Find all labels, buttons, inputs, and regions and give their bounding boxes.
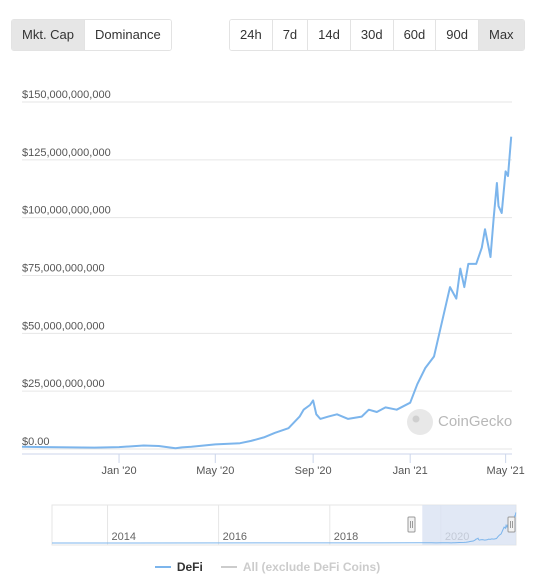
x-tick-label: May '21: [487, 465, 525, 477]
coingecko-logo-icon: [407, 409, 433, 435]
y-axis-labels: $0.00 $25,000,000,000 $50,000,000,000 $75,0…: [22, 89, 111, 448]
y-tick-label: $75,000,000,000: [22, 263, 105, 275]
navigator: 2014201620182020: [51, 504, 517, 546]
navigator-tick-label: 2016: [223, 531, 247, 543]
navigator-tick-label: 2018: [334, 531, 358, 543]
y-tick-label: $50,000,000,000: [22, 320, 105, 332]
navigator-left-handle[interactable]: [407, 516, 416, 533]
y-tick-label: $25,000,000,000: [22, 378, 105, 390]
legend-label-all: All (exclude DeFi Coins): [242, 560, 381, 574]
x-axis: Jan '20 May '20 Sep '20 Jan '21 May '21: [22, 453, 525, 477]
watermark-text: CoinGecko: [438, 413, 512, 430]
range-button-24h[interactable]: 24h: [230, 20, 273, 50]
view-toggle-group: Mkt. Cap Dominance: [11, 19, 172, 51]
x-tick-label: Sep '20: [295, 465, 332, 477]
legend-swatch-all: [220, 566, 237, 568]
legend-item-all-exclude-defi[interactable]: All (exclude DeFi Coins): [220, 560, 381, 574]
y-tick-label: $125,000,000,000: [22, 147, 111, 159]
range-button-60d[interactable]: 60d: [393, 20, 437, 50]
x-tick-label: May '20: [196, 465, 234, 477]
navigator-selected-range[interactable]: [422, 505, 516, 545]
legend-label-defi: DeFi: [176, 560, 203, 574]
y-tick-label: $100,000,000,000: [22, 205, 111, 217]
range-selector: 24h 7d 14d 30d 60d 90d Max: [229, 19, 525, 51]
legend: DeFi All (exclude DeFi Coins): [0, 560, 535, 574]
range-button-7d[interactable]: 7d: [272, 20, 309, 50]
legend-item-defi[interactable]: DeFi: [154, 560, 203, 574]
navigator-right-handle[interactable]: [507, 516, 516, 533]
defi-series-line: [21, 136, 513, 450]
x-tick-label: Jan '21: [393, 465, 428, 477]
y-tick-label: $150,000,000,000: [22, 89, 111, 101]
navigator-tick-label: 2014: [112, 531, 136, 543]
market-cap-chart: $0.00 $25,000,000,000 $50,000,000,000 $75,0…: [21, 89, 525, 546]
dominance-tab[interactable]: Dominance: [85, 20, 171, 50]
legend-swatch-defi: [154, 566, 171, 568]
y-tick-label: $0.00: [22, 436, 50, 448]
y-gridlines: [22, 101, 512, 450]
x-tick-label: Jan '20: [101, 465, 136, 477]
mktcap-tab[interactable]: Mkt. Cap: [12, 20, 86, 50]
range-button-90d[interactable]: 90d: [436, 20, 479, 50]
coingecko-watermark: CoinGecko: [407, 409, 512, 435]
coingecko-eye-icon: [412, 415, 420, 423]
range-button-max[interactable]: Max: [478, 20, 524, 50]
range-button-30d[interactable]: 30d: [350, 20, 394, 50]
range-button-14d[interactable]: 14d: [308, 20, 351, 50]
